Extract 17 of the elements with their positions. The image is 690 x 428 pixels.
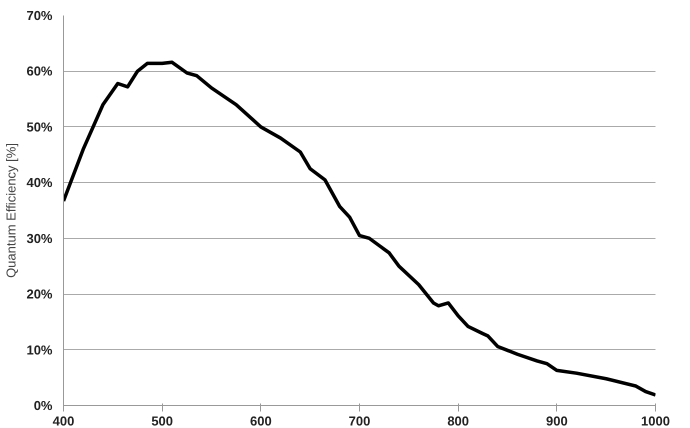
y-tick-label: 50% [26, 119, 53, 134]
y-axis-title: Quantum Efficiency [%] [3, 143, 18, 278]
x-tick-label: 700 [348, 414, 370, 428]
x-tick-label: 900 [546, 414, 568, 428]
x-tick-label: 600 [250, 414, 272, 428]
x-tick-label: 1000 [641, 414, 670, 428]
x-tick-label: 400 [52, 414, 74, 428]
y-tick-label: 70% [26, 8, 53, 23]
x-tick-label: 500 [151, 414, 174, 428]
line-series [64, 60, 656, 397]
y-tick-label: 60% [26, 64, 53, 79]
y-tick-label: 10% [26, 342, 53, 358]
y-tick-label: 40% [26, 175, 53, 190]
y-tick-label: 0% [34, 398, 53, 413]
x-tick-label: 800 [447, 414, 470, 428]
y-tick-label: 30% [26, 230, 53, 246]
y-tick-label: 20% [26, 286, 53, 302]
